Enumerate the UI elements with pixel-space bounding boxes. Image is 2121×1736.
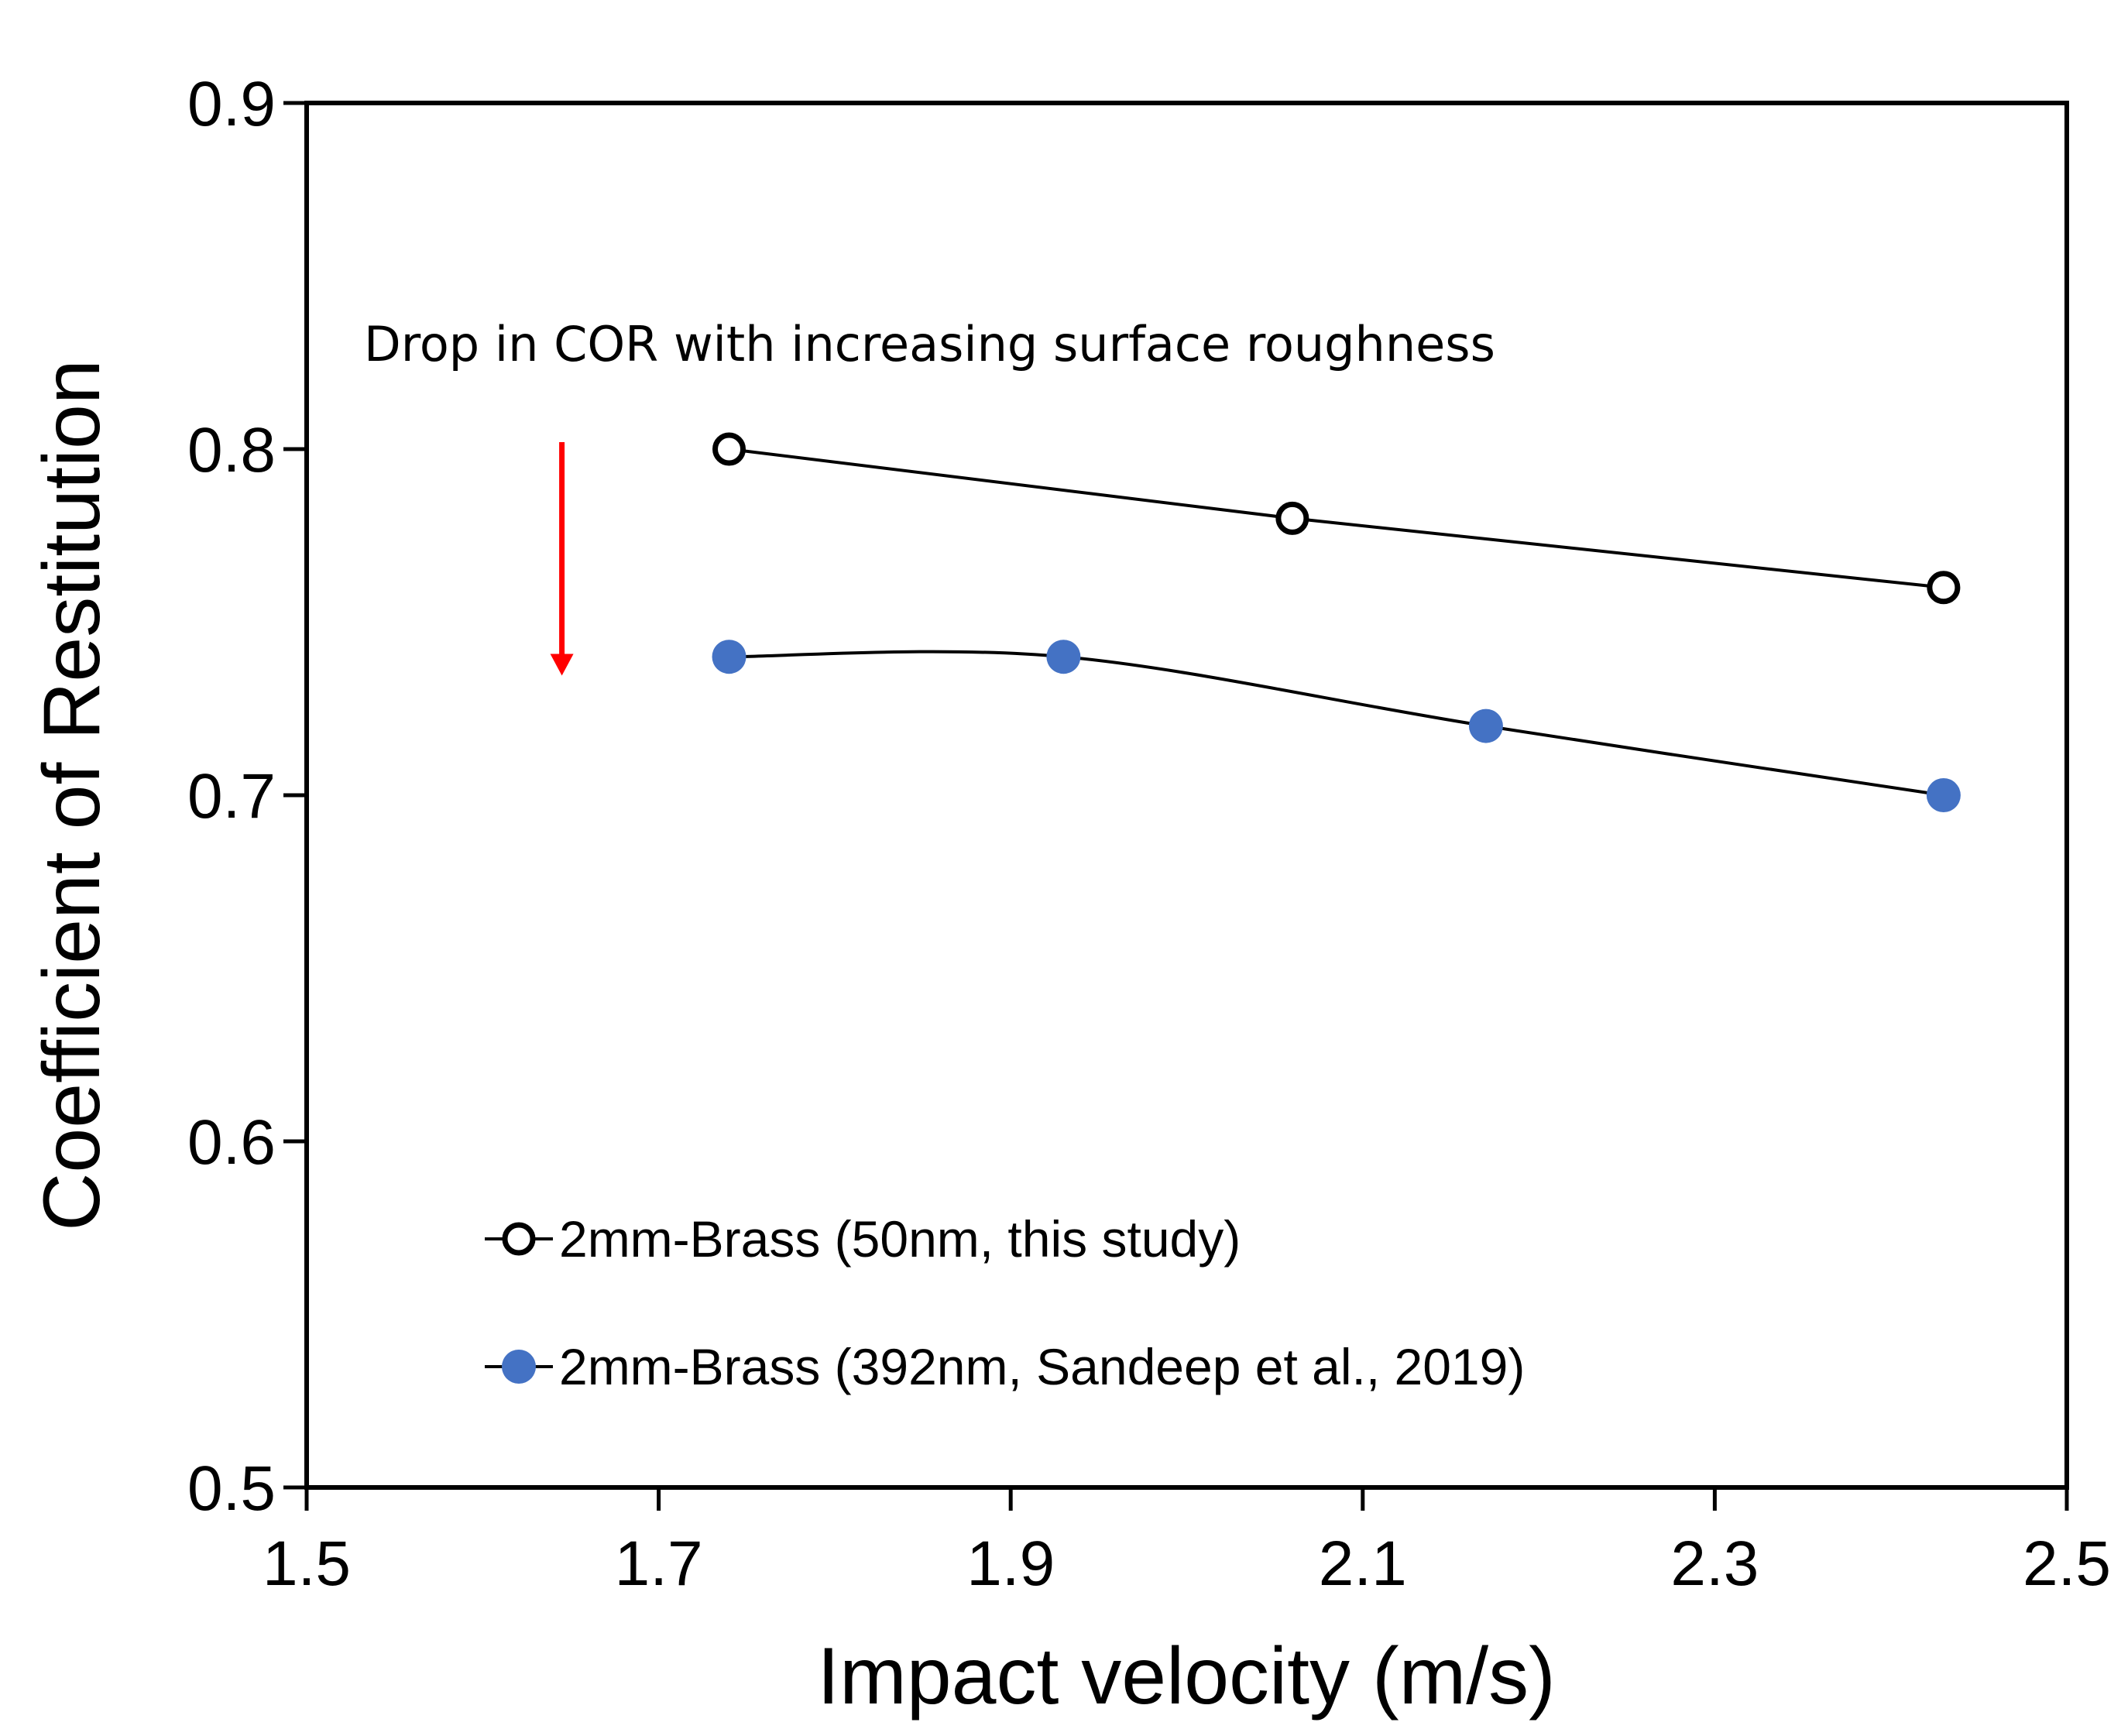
- y-tick-label: 0.6: [187, 1107, 276, 1178]
- y-tick-label: 0.8: [187, 415, 276, 485]
- x-tick-label: 1.9: [966, 1528, 1055, 1599]
- legend-marker-1: [502, 1222, 536, 1256]
- legend: 2mm-Brass (50nm, this study) 2mm-Brass (3…: [485, 1210, 1525, 1395]
- y-tick-label: 0.5: [187, 1453, 276, 1524]
- y-tick-label: 0.7: [187, 761, 276, 832]
- series-2-point: [712, 640, 746, 674]
- annotation-arrow-head: [550, 654, 574, 676]
- series-1-point: [712, 432, 746, 466]
- series-2-point: [1926, 778, 1961, 812]
- series-markers: [712, 432, 1961, 812]
- x-tick-label: 2.3: [1670, 1528, 1759, 1599]
- x-tick-label: 1.7: [615, 1528, 703, 1599]
- series-1-point: [1275, 501, 1309, 535]
- x-tick-label: 1.5: [263, 1528, 351, 1599]
- series-1-point: [1927, 571, 1961, 605]
- y-axis-title: Coefficient of Restitution: [27, 359, 117, 1230]
- x-tick-label: 2.5: [2023, 1528, 2111, 1599]
- annotation-text: Drop in COR with increasing surface roug…: [364, 316, 1495, 372]
- series-2-point: [1468, 708, 1503, 743]
- legend-marker-2: [502, 1350, 536, 1384]
- legend-label-1: 2mm-Brass (50nm, this study): [559, 1210, 1241, 1268]
- plot-area-frame: [304, 101, 2069, 1490]
- y-tick-label: 0.9: [187, 69, 276, 139]
- x-axis-title: Impact velocity (m/s): [817, 1631, 1555, 1721]
- tick-labels: 1.5 1.7 1.9 2.1 2.3 2.5 0.5 0.6 0.7 0.8 0.9: [187, 69, 2111, 1599]
- legend-label-2: 2mm-Brass (392nm, Sandeep et al., 2019): [559, 1338, 1525, 1395]
- series-2-point: [1046, 640, 1081, 674]
- axis-ticks: [283, 101, 2069, 1511]
- annotation: Drop in COR with increasing surface roug…: [364, 316, 1495, 676]
- series-line-2: [729, 650, 1944, 797]
- x-tick-label: 2.1: [1319, 1528, 1407, 1599]
